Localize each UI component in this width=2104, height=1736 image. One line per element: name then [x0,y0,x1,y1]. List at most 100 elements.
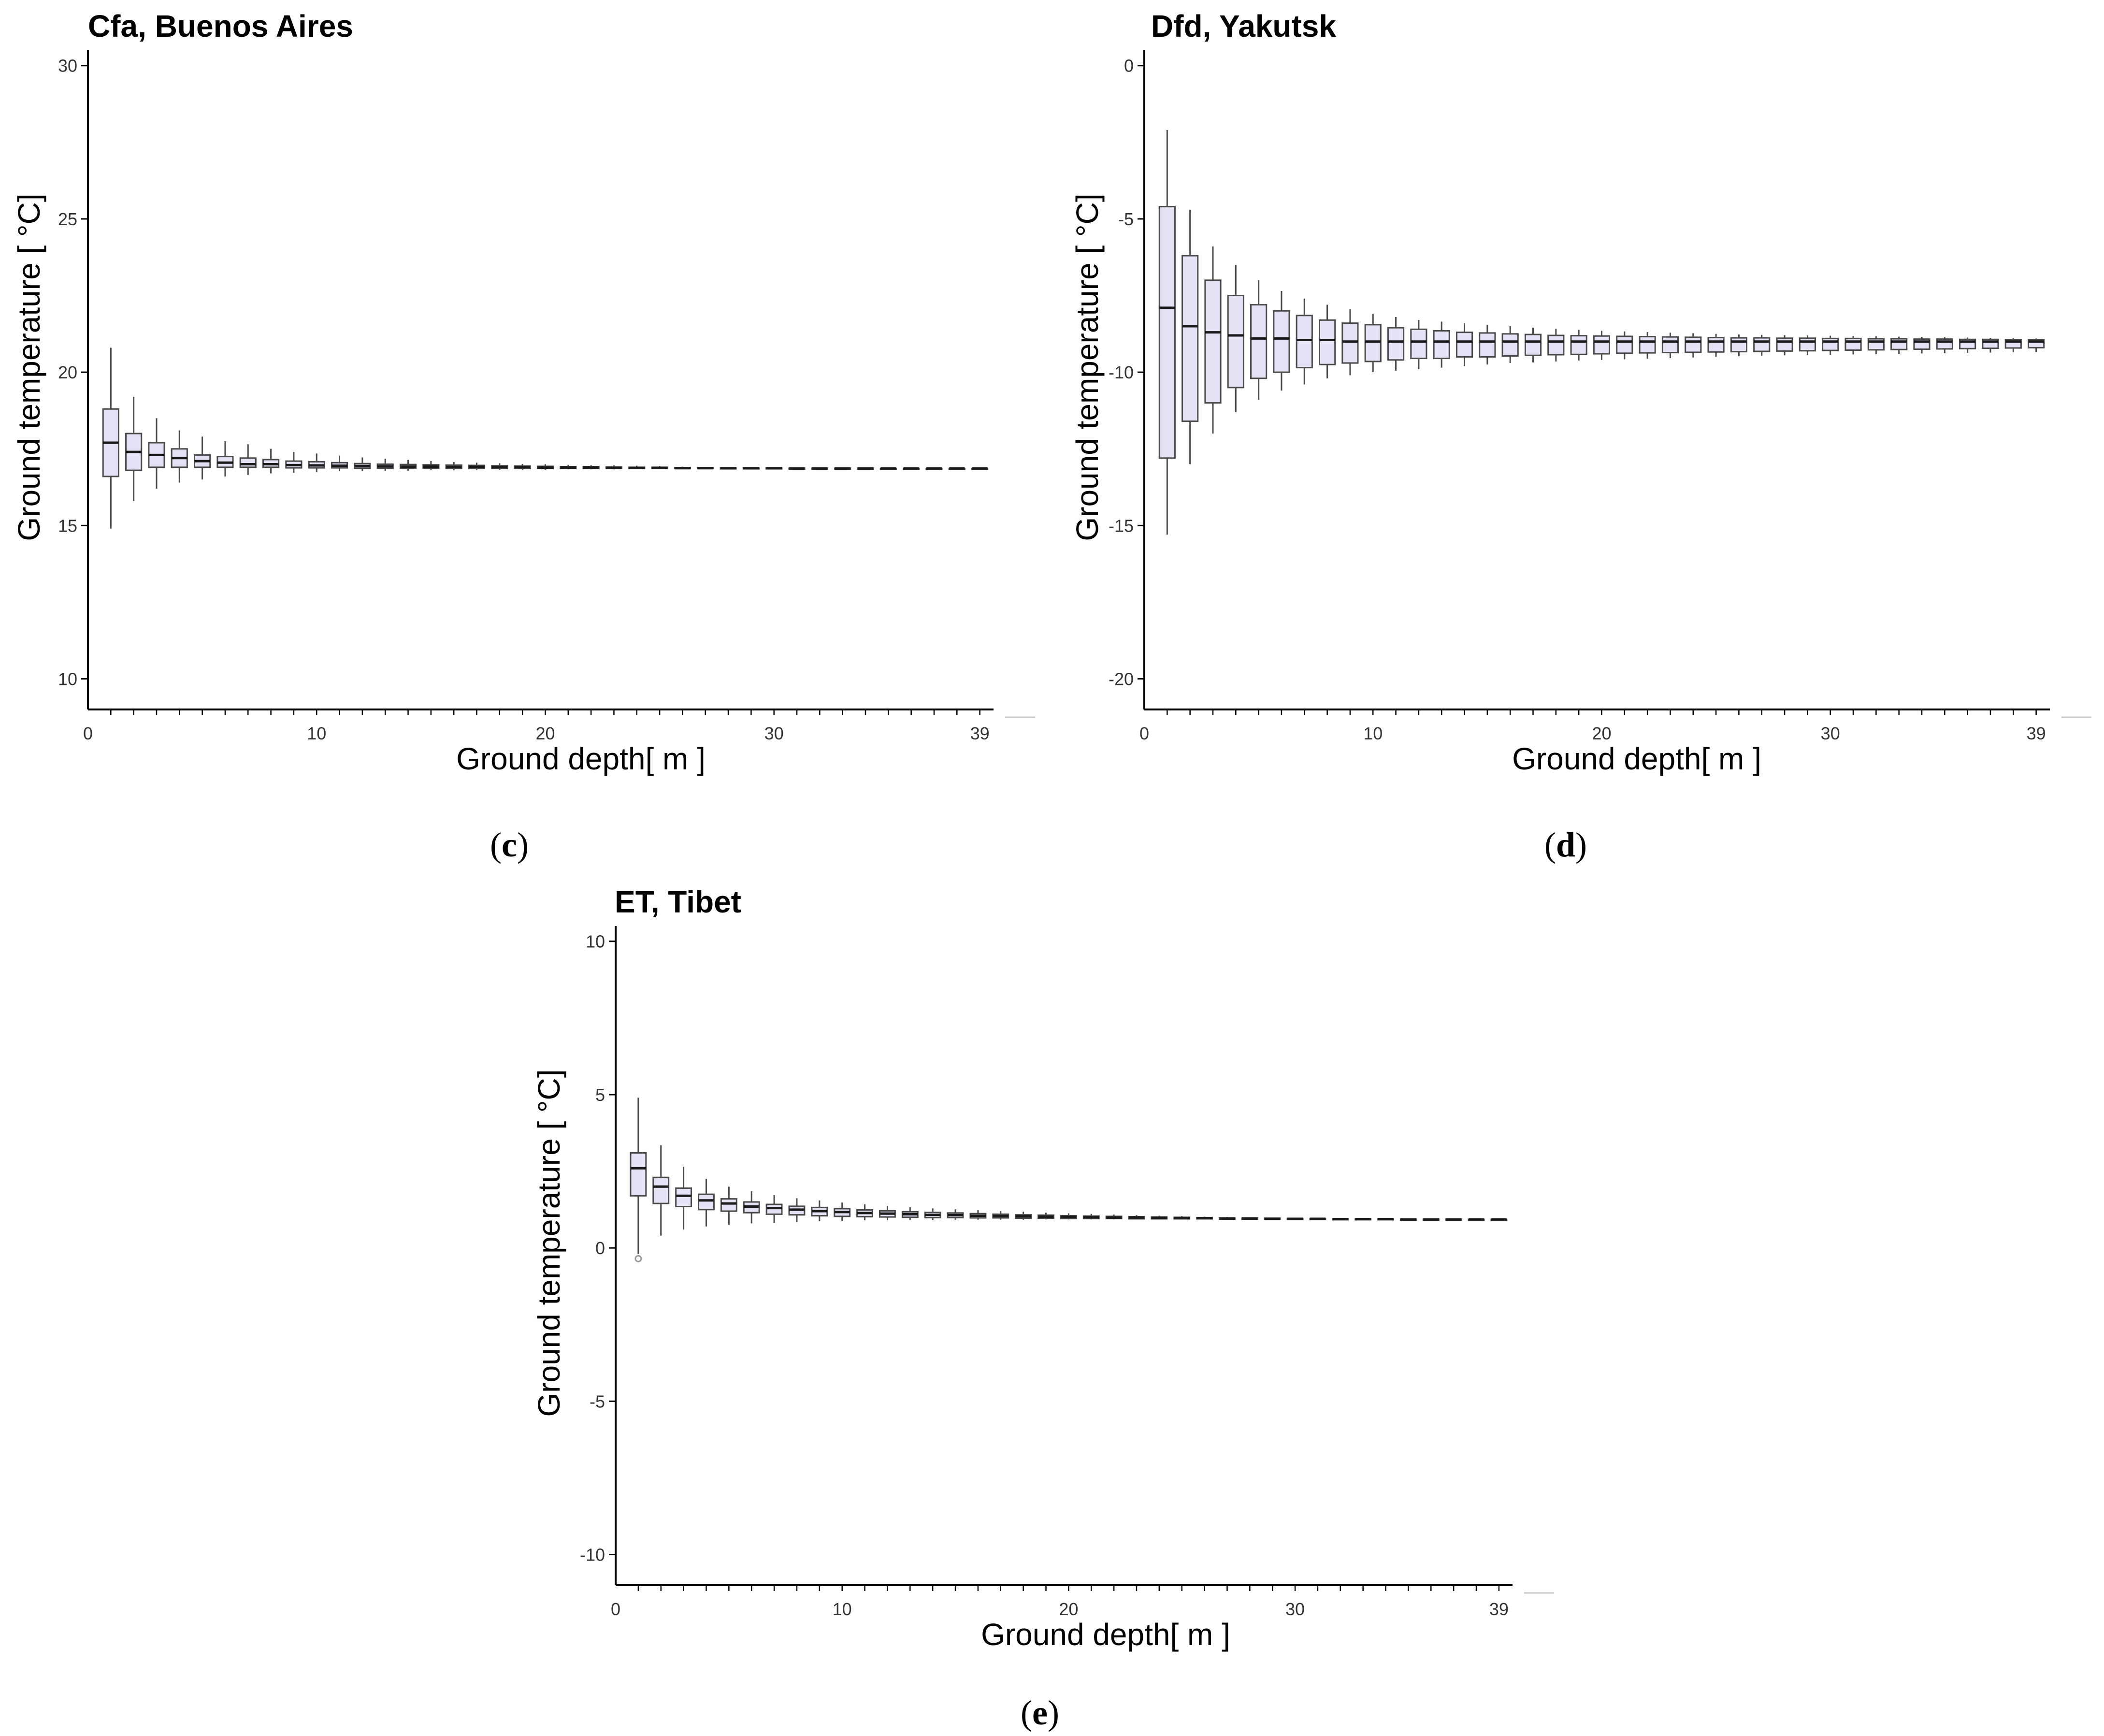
box-depth-31 [1845,336,1862,355]
box-depth-30 [765,467,783,470]
box-depth-36 [903,467,920,470]
iqr-box [630,1152,647,1197]
y-axis-title: Ground temperature [ °C] [12,193,46,541]
box-depth-34 [1377,1218,1394,1221]
y-axis-title: Ground temperature [ °C] [532,1069,566,1417]
box-depth-13 [901,1207,919,1220]
x-tick-label: 30 [1821,723,1840,743]
panel-e-tibet: ET, Tibet -10 -5 0 5 10 0 10 20 30 39 Ground dept… [532,884,1554,1732]
box-depth-11 [1387,317,1405,371]
x-tick-label: 20 [535,723,555,743]
box-depth-21 [560,464,577,470]
box-depth-29 [1264,1217,1281,1220]
y-tick-label: 15 [58,516,77,535]
chart-title: ET, Tibet [615,884,741,919]
y-tick-label: -10 [580,1545,605,1565]
box-depth-17 [992,1211,1009,1220]
box-depth-39 [2028,338,2045,352]
box-depth-6 [1273,291,1290,391]
box-depth-29 [1799,335,1816,355]
box-depth-35 [879,467,897,470]
box-depth-32 [811,467,828,470]
box-depth-7 [1296,298,1313,385]
box-depth-19 [514,463,531,470]
iqr-box [765,1203,783,1215]
box-depth-18 [1547,329,1565,362]
box-depth-23 [605,465,623,470]
box-depth-16 [969,1210,987,1220]
panel-caption: (c) [490,825,529,864]
box-depth-20 [1593,331,1611,360]
x-tick-label: 0 [1139,723,1149,743]
box-depth-21 [1616,331,1633,360]
y-tick-label: -15 [1109,516,1134,535]
plot-area: -10 -5 0 5 10 0 10 20 30 39 [580,926,1554,1619]
iqr-box [675,1187,692,1207]
iqr-box [1799,337,1816,352]
y-tick-label: -5 [1118,209,1134,229]
box-depth-12 [879,1206,896,1221]
box-depth-17 [468,463,486,470]
box-depth-11 [331,455,348,472]
box-depth-22 [582,465,600,470]
box-depth-10 [834,1202,851,1221]
y-tick-label: -5 [590,1391,605,1411]
box-depth-15 [947,1209,964,1220]
chart-title: Cfa, Buenos Aires [88,9,353,43]
x-tick-label: 20 [1592,723,1611,743]
box-depth-28 [1776,335,1793,356]
iqr-box [1318,319,1336,365]
x-tick-label: 0 [611,1599,620,1619]
box-depth-38 [2004,338,2022,352]
box-depth-33 [1355,1218,1372,1221]
box-depth-22 [1105,1214,1123,1220]
iqr-box [1204,279,1222,404]
x-tick-label: 20 [1059,1599,1078,1619]
iqr-box [1776,337,1793,352]
y-tick-label: 10 [586,932,605,952]
iqr-box [1364,324,1382,362]
box-depth-25 [1173,1216,1191,1220]
box-depth-23 [1128,1215,1145,1220]
box-depth-4 [698,1179,715,1227]
box-depth-32 [1332,1218,1349,1221]
box-depth-1 [1158,130,1176,535]
iqr-box [1730,337,1747,353]
box-depth-8 [788,1198,806,1222]
x-tick-label: 30 [1285,1599,1305,1619]
box-depth-13 [1433,321,1450,368]
box-depth-10 [1364,314,1382,373]
iqr-box [239,457,257,468]
box-depth-12 [1410,320,1427,369]
box-depth-27 [1753,334,1771,356]
box-depth-9 [1341,309,1359,376]
iqr-box [1845,337,1862,351]
box-depth-14 [399,460,417,471]
box-depth-6 [743,1191,760,1224]
box-depth-3 [148,418,165,489]
iqr-box [1524,333,1542,356]
box-depth-39 [971,467,989,470]
iqr-box [1456,332,1473,358]
box-depth-16 [1501,326,1519,363]
box-depth-35 [1936,337,1953,353]
box-depth-17 [1524,328,1542,362]
plot-area: 10 15 20 25 30 0 10 20 30 39 [58,50,1035,743]
box-depth-15 [1479,324,1496,365]
box-depth-19 [1038,1213,1054,1220]
box-depth-26 [1730,334,1747,357]
iqr-box [1273,310,1290,373]
x-tick-label: 10 [1363,723,1383,743]
iqr-box [1296,315,1313,369]
box-depth-14 [924,1208,941,1220]
box-depth-36 [1959,337,1976,353]
iqr-box [1822,337,1839,351]
panel-d-yakutsk: Dfd, Yakutsk -20 -15 -10 -5 0 0 10 20 30 39 Groun… [1070,9,2091,864]
box-depth-27 [697,466,714,470]
box-depth-36 [1422,1218,1440,1221]
box-depth-25 [1707,333,1725,357]
x-axis-title: Ground depth[ m ] [456,741,706,776]
box-depth-21 [1082,1214,1100,1220]
y-tick-label: 10 [58,669,77,689]
